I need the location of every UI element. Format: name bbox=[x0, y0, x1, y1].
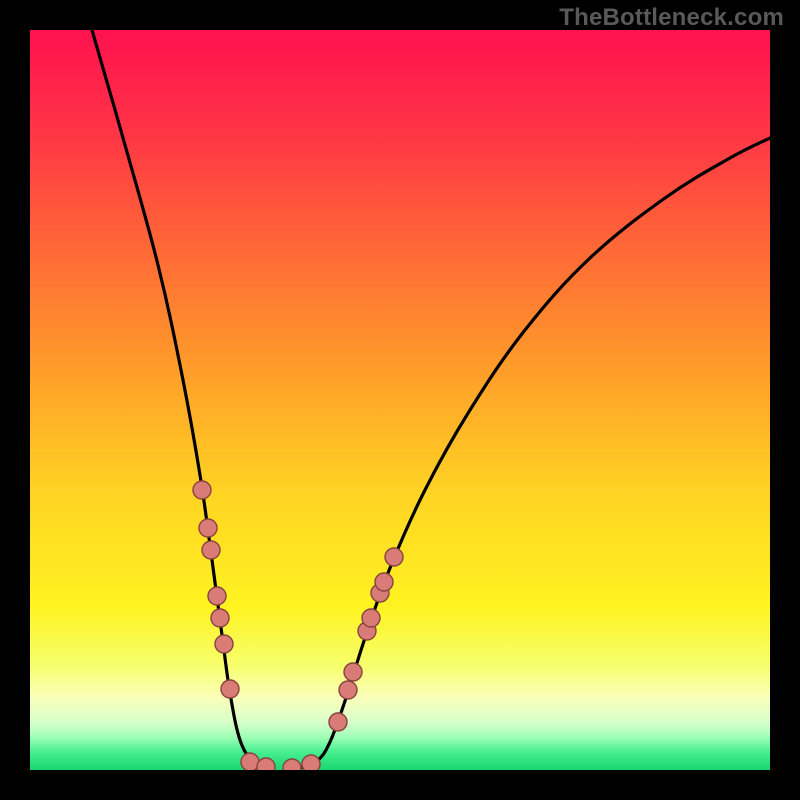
gradient-background bbox=[30, 30, 770, 770]
data-marker bbox=[193, 481, 211, 499]
data-marker bbox=[199, 519, 217, 537]
data-marker bbox=[302, 755, 320, 770]
data-marker bbox=[385, 548, 403, 566]
chart-stage: TheBottleneck.com bbox=[0, 0, 800, 800]
data-marker bbox=[208, 587, 226, 605]
data-marker bbox=[344, 663, 362, 681]
data-marker bbox=[329, 713, 347, 731]
data-marker bbox=[339, 681, 357, 699]
data-marker bbox=[215, 635, 233, 653]
data-marker bbox=[283, 759, 301, 770]
data-marker bbox=[211, 609, 229, 627]
data-marker bbox=[375, 573, 393, 591]
plot-area bbox=[30, 30, 770, 770]
data-marker bbox=[257, 758, 275, 770]
data-marker bbox=[241, 753, 259, 770]
data-marker bbox=[202, 541, 220, 559]
data-marker bbox=[221, 680, 239, 698]
watermark-text: TheBottleneck.com bbox=[559, 4, 784, 32]
data-marker bbox=[362, 609, 380, 627]
plot-svg bbox=[30, 30, 770, 770]
